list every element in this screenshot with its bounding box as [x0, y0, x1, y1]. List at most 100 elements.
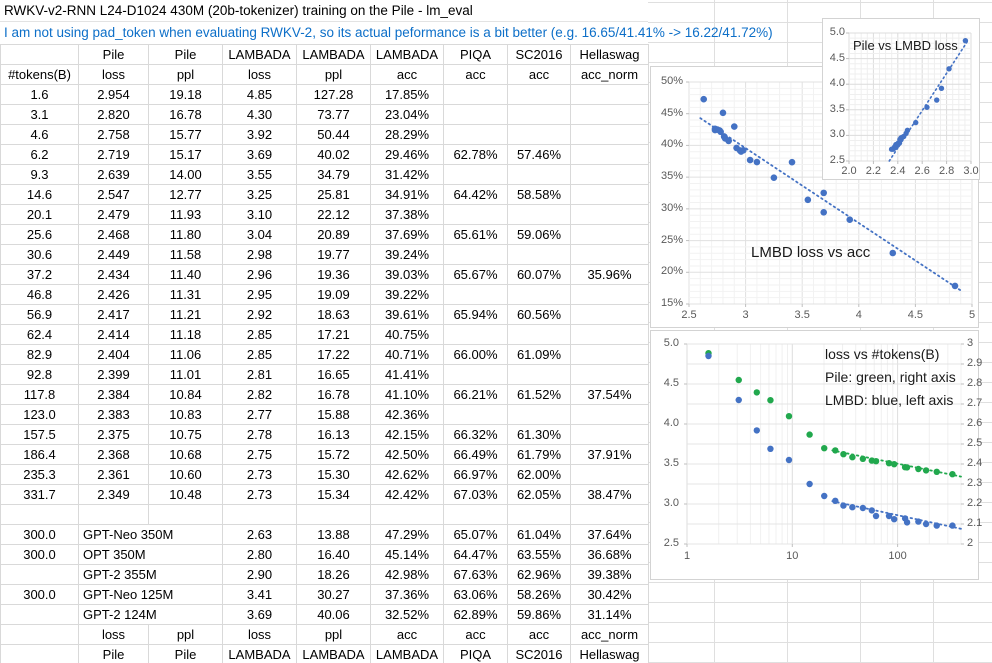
table-cell[interactable]: 37.2: [0, 264, 79, 285]
table-cell[interactable]: 17.21: [296, 324, 371, 345]
table-cell[interactable]: 39.24%: [370, 244, 444, 265]
table-cell[interactable]: 2.404: [78, 344, 149, 365]
table-cell[interactable]: 35.96%: [570, 264, 649, 285]
table-cell[interactable]: LAMBADA: [222, 644, 297, 663]
table-cell[interactable]: 42.50%: [370, 444, 444, 465]
table-cell[interactable]: 13.88: [296, 524, 371, 545]
table-cell[interactable]: 2.75: [222, 444, 297, 465]
header-cell[interactable]: acc: [507, 64, 571, 85]
table-cell[interactable]: 16.40: [296, 544, 371, 565]
table-cell[interactable]: [443, 164, 508, 185]
table-cell[interactable]: [78, 504, 149, 525]
table-cell[interactable]: 2.417: [78, 304, 149, 325]
table-cell[interactable]: 42.15%: [370, 424, 444, 445]
table-cell[interactable]: 2.349: [78, 484, 149, 505]
table-cell[interactable]: 11.21: [148, 304, 223, 325]
table-cell[interactable]: [507, 104, 571, 125]
table-cell[interactable]: 15.88: [296, 404, 371, 425]
table-cell[interactable]: 11.58: [148, 244, 223, 265]
table-cell[interactable]: [570, 364, 649, 385]
table-cell[interactable]: [443, 104, 508, 125]
table-cell[interactable]: 2.426: [78, 284, 149, 305]
header-cell[interactable]: #tokens(B): [0, 64, 79, 85]
table-cell[interactable]: 2.758: [78, 124, 149, 145]
table-cell[interactable]: ppl: [148, 624, 223, 645]
table-cell[interactable]: 42.98%: [370, 564, 444, 585]
table-cell[interactable]: 2.547: [78, 184, 149, 205]
table-cell[interactable]: 64.47%: [443, 544, 508, 565]
header-cell[interactable]: [0, 44, 79, 65]
table-cell[interactable]: 2.383: [78, 404, 149, 425]
table-cell[interactable]: [222, 504, 297, 525]
table-cell[interactable]: 37.91%: [570, 444, 649, 465]
table-cell[interactable]: 2.81: [222, 364, 297, 385]
table-cell[interactable]: [570, 84, 649, 105]
table-cell[interactable]: 2.63: [222, 524, 297, 545]
table-cell[interactable]: 32.52%: [370, 604, 444, 625]
table-cell[interactable]: 17.22: [296, 344, 371, 365]
table-cell[interactable]: 61.04%: [507, 524, 571, 545]
table-cell[interactable]: 23.04%: [370, 104, 444, 125]
table-cell[interactable]: 4.30: [222, 104, 297, 125]
table-cell[interactable]: 30.6: [0, 244, 79, 265]
table-cell[interactable]: [443, 84, 508, 105]
header-cell[interactable]: ppl: [296, 64, 371, 85]
table-cell[interactable]: [570, 144, 649, 165]
table-cell[interactable]: 14.6: [0, 184, 79, 205]
table-cell[interactable]: [507, 324, 571, 345]
table-cell[interactable]: acc: [370, 624, 444, 645]
table-cell[interactable]: [507, 124, 571, 145]
table-cell[interactable]: [507, 164, 571, 185]
table-cell[interactable]: 41.10%: [370, 384, 444, 405]
table-cell[interactable]: 186.4: [0, 444, 79, 465]
table-cell[interactable]: [570, 124, 649, 145]
header-cell[interactable]: LAMBADA: [370, 44, 444, 65]
table-cell[interactable]: 30.27: [296, 584, 371, 605]
table-cell[interactable]: [0, 644, 79, 663]
table-cell[interactable]: 2.78: [222, 424, 297, 445]
table-cell[interactable]: 2.98: [222, 244, 297, 265]
table-cell[interactable]: 59.06%: [507, 224, 571, 245]
table-cell[interactable]: 11.80: [148, 224, 223, 245]
table-cell[interactable]: 16.65: [296, 364, 371, 385]
table-cell[interactable]: 16.78: [296, 384, 371, 405]
table-cell[interactable]: 2.434: [78, 264, 149, 285]
table-cell[interactable]: 2.73: [222, 464, 297, 485]
table-cell[interactable]: 66.00%: [443, 344, 508, 365]
table-cell[interactable]: [507, 364, 571, 385]
table-cell[interactable]: LAMBADA: [296, 644, 371, 663]
table-cell[interactable]: 61.79%: [507, 444, 571, 465]
table-cell[interactable]: 2.73: [222, 484, 297, 505]
table-cell[interactable]: [296, 504, 371, 525]
table-cell[interactable]: [570, 184, 649, 205]
table-cell[interactable]: 10.84: [148, 384, 223, 405]
table-cell[interactable]: 37.54%: [570, 384, 649, 405]
table-cell[interactable]: 15.72: [296, 444, 371, 465]
table-cell[interactable]: loss: [222, 624, 297, 645]
table-cell[interactable]: 2.80: [222, 544, 297, 565]
table-cell[interactable]: 61.52%: [507, 384, 571, 405]
table-cell[interactable]: 37.38%: [370, 204, 444, 225]
table-cell[interactable]: [570, 504, 649, 525]
table-cell[interactable]: LAMBADA: [370, 644, 444, 663]
header-cell[interactable]: acc: [443, 64, 508, 85]
table-cell[interactable]: 2.954: [78, 84, 149, 105]
table-cell[interactable]: 66.21%: [443, 384, 508, 405]
table-cell[interactable]: 3.55: [222, 164, 297, 185]
table-cell[interactable]: 66.97%: [443, 464, 508, 485]
table-cell[interactable]: acc_norm: [570, 624, 649, 645]
table-cell[interactable]: 2.90: [222, 564, 297, 585]
table-cell[interactable]: [570, 464, 649, 485]
table-cell[interactable]: [570, 224, 649, 245]
table-cell[interactable]: 25.81: [296, 184, 371, 205]
table-cell[interactable]: 11.31: [148, 284, 223, 305]
table-cell[interactable]: 58.26%: [507, 584, 571, 605]
table-cell[interactable]: 17.85%: [370, 84, 444, 105]
table-cell[interactable]: [570, 424, 649, 445]
table-cell[interactable]: 66.49%: [443, 444, 508, 465]
table-cell[interactable]: [370, 504, 444, 525]
table-cell[interactable]: 3.41: [222, 584, 297, 605]
table-cell[interactable]: 65.94%: [443, 304, 508, 325]
table-cell[interactable]: 2.468: [78, 224, 149, 245]
sheet-title[interactable]: RWKV-v2-RNN L24-D1024 430M (20b-tokenize…: [4, 3, 473, 18]
